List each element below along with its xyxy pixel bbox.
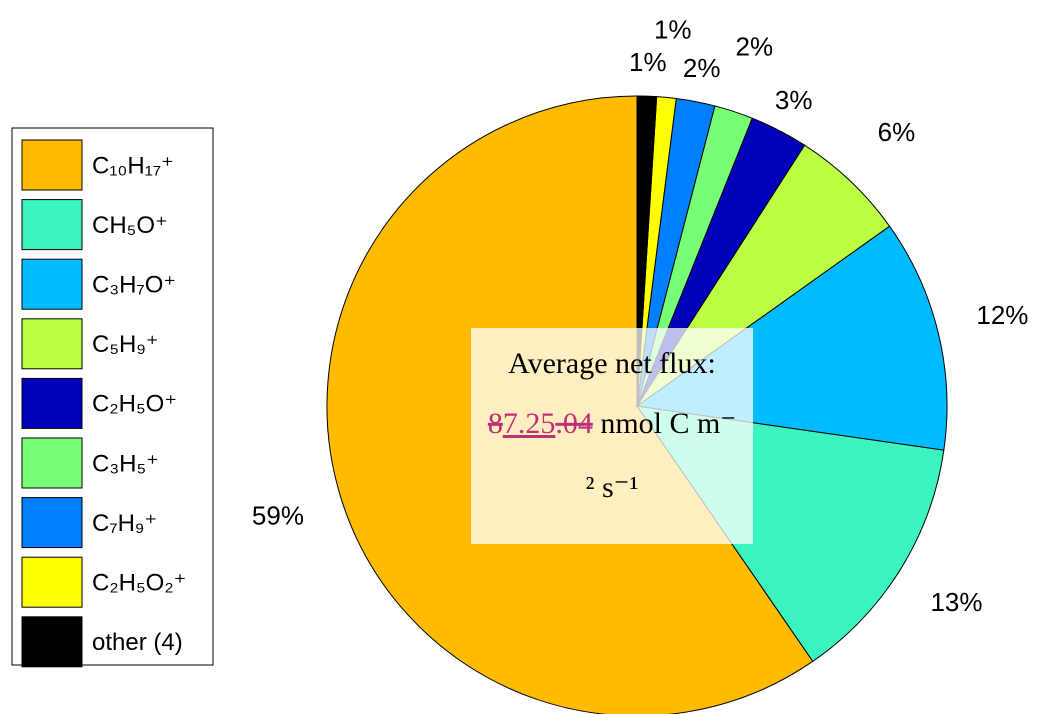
slice-label: 3% xyxy=(775,85,813,115)
slice-label: 2% xyxy=(683,53,721,83)
legend-swatch xyxy=(21,139,83,191)
legend-swatch xyxy=(21,199,83,251)
legend-swatch xyxy=(21,258,83,310)
legend-label: C₅H₉⁺ xyxy=(92,331,159,358)
legend: C₁₀H₁₇⁺ CH₅O⁺ C₃H₇O⁺ C₅H₉⁺ C₂H₅O⁺ C₃H₅⁺ C₇H₉⁺ C… xyxy=(21,139,186,668)
legend-label: C₃H₇O⁺ xyxy=(92,272,176,299)
slice-label: 1% xyxy=(629,47,667,77)
unit-text: nmol C m⁻ xyxy=(593,407,736,440)
annotation-flux: 87.25.04 nmol C m⁻ xyxy=(488,407,736,440)
legend-label: C₃H₅⁺ xyxy=(92,450,159,477)
legend-swatch xyxy=(21,556,83,608)
legend-label: C₇H₉⁺ xyxy=(92,510,157,537)
annotation-box xyxy=(471,328,753,544)
legend-label: CH₅O⁺ xyxy=(92,212,168,239)
inserted-text: 7.25 xyxy=(503,407,556,440)
deleted-text: 8 xyxy=(488,407,503,440)
legend-swatch xyxy=(21,377,83,429)
legend-swatch xyxy=(21,497,83,549)
legend-label: C₂H₅O⁺ xyxy=(92,391,177,418)
legend-label: C₁₀H₁₇⁺ xyxy=(92,152,174,179)
slice-label: 2% xyxy=(736,32,774,62)
slice-label: 59% xyxy=(252,501,304,531)
slice-label: 13% xyxy=(930,587,982,617)
annotation-title: Average net flux: xyxy=(508,347,716,380)
legend-label: other (4) xyxy=(92,629,183,656)
deleted-text: .04 xyxy=(555,407,593,440)
legend-swatch xyxy=(21,437,83,489)
annotation-unit: ² s⁻¹ xyxy=(586,471,639,504)
slice-label: 6% xyxy=(878,117,916,147)
legend-label: C₂H₅O₂⁺ xyxy=(92,570,186,597)
legend-swatch xyxy=(21,318,83,370)
slice-label: 1% xyxy=(654,15,692,45)
legend-swatch xyxy=(21,616,83,668)
slice-label: 12% xyxy=(976,300,1028,330)
